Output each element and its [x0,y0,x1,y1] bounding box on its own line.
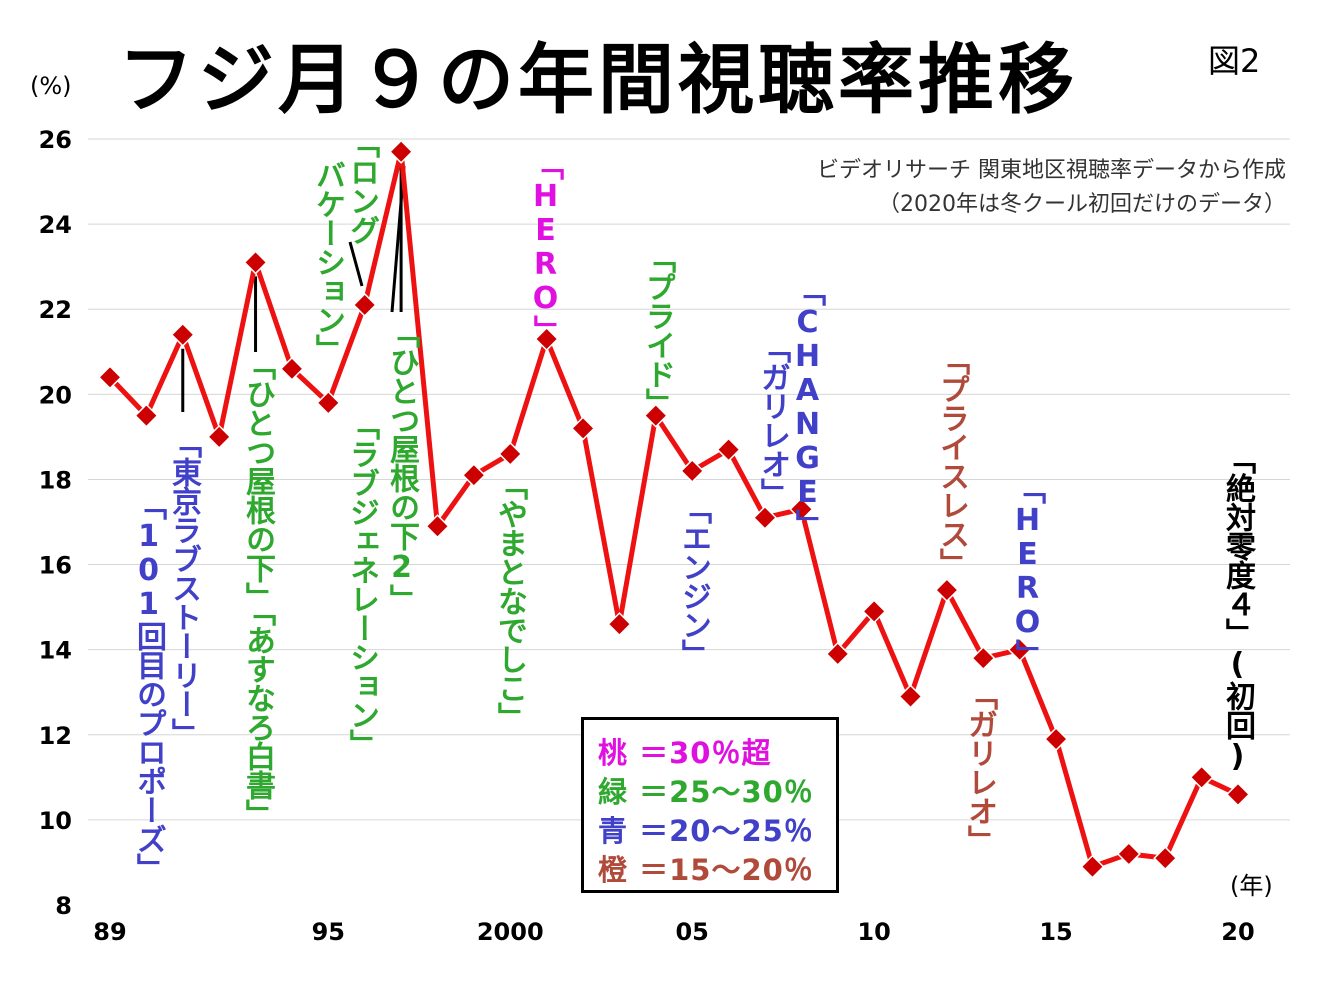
y-tick-label-22: 22 [39,296,72,324]
data-point-2012 [934,578,959,603]
annotation-long-vacation-2: バケーション」 [310,160,345,363]
data-point-2014 [1007,637,1032,662]
data-point-2017 [1116,841,1141,866]
x-tick-label-10: 10 [857,918,890,946]
y-tick-label-24: 24 [39,211,72,239]
data-point-2003 [607,612,632,637]
annotation-zettai-reido-4: 「絶対零度４」(初回) [1220,444,1255,773]
data-point-2006 [716,437,741,462]
legend-item-blue: 青 ＝20〜25％ [598,814,814,848]
data-point-2007 [752,505,778,530]
data-point-1993 [243,250,268,275]
x-axis-unit: (年) [1230,872,1273,900]
y-axis-unit: (%) [30,72,72,100]
data-point-2001 [534,326,559,352]
data-point-1989 [97,365,123,390]
annotation-galileo-2013: 「ガリレオ」 [962,680,997,854]
data-point-2011 [898,684,923,709]
annotation-hitotsu-asunaro: 「ひとつ屋根の下」「あすなろ白書」 [240,350,275,828]
annotation-change: 「CHANGE」 [790,276,825,538]
y-tick-label-14: 14 [39,637,72,665]
data-markers [97,139,1251,879]
y-tick-label-18: 18 [39,466,72,494]
data-point-1992 [207,424,232,449]
color-legend: 桃 ＝30％超 緑 ＝25〜30％ 青 ＝20〜25％ 橙 ＝15〜20％ [581,717,839,893]
source-note-sub: （2020年は冬クール初回だけのデータ） [878,192,1286,217]
annotation-leader-lines [181,165,406,412]
leader-line-long-vacation [348,241,364,287]
legend-item-orange: 橙 ＝15〜20％ [598,853,814,887]
data-point-2018 [1153,846,1178,871]
chart-title: フジ月９の年間視聴率推移 [118,35,1078,124]
data-point-1996 [352,292,377,318]
annotation-galileo-2007: 「ガリレオ」 [755,333,790,507]
y-tick-label-10: 10 [39,807,72,835]
x-tick-label-20: 20 [1221,918,1254,946]
legend-item-green: 緑 ＝25〜30％ [598,775,814,809]
annotation-101-proposal: 「101回目のプロポーズ」 [131,490,166,882]
data-point-2002 [570,416,596,441]
data-point-2020 [1225,782,1251,807]
data-point-2010 [862,599,887,624]
y-tick-label-12: 12 [39,722,72,750]
data-point-2008 [789,497,814,522]
data-point-2004 [643,403,668,428]
data-point-1998 [425,514,450,539]
data-point-1995 [316,390,341,415]
y-tick-label-16: 16 [39,552,72,580]
x-tick-label-89: 89 [93,918,126,946]
figure-label: 図2 [1208,42,1261,80]
data-point-2016 [1080,854,1105,879]
y-tick-label-8: 8 [55,892,72,920]
data-point-1990 [134,403,159,428]
data-point-1991 [170,322,195,347]
annotation-pride: 「プライド」 [640,243,675,417]
data-point-2000 [498,441,523,466]
x-tick-label-95: 95 [312,918,345,946]
axis-tick-labels: 8 10 12 14 16 18 20 22 24 26 89 95 2000 05 10 15 20 [39,126,1255,946]
y-tick-label-26: 26 [39,126,72,154]
data-point-1994 [279,356,304,381]
annotation-hero-2014: 「HERO」 [1010,474,1045,668]
data-point-1999 [461,463,486,488]
annotation-tokyo-love-story: 「東京ラブストーリー」 [166,428,201,747]
data-point-2013 [971,646,996,671]
x-tick-label-05: 05 [675,918,708,946]
annotation-hero-2001: 「HERO」 [528,150,563,344]
data-point-2009 [825,641,850,666]
data-point-2015 [1044,726,1069,752]
grid-lines [88,138,1290,821]
data-point-1997 [389,139,414,164]
x-tick-label-2000: 2000 [477,918,544,946]
data-point-2019 [1189,765,1214,790]
data-point-2005 [680,458,705,483]
leader-line-hitotsu-2 [390,165,406,313]
annotation-engine: 「エンジン」 [676,494,711,668]
source-note: ビデオリサーチ 関東地区視聴率データから作成 [817,158,1286,183]
annotation-long-vacation-1: 「ロング [344,128,379,244]
y-tick-label-20: 20 [39,381,72,409]
annotation-love-generation: 「ラブジェネレーション」 [344,410,379,758]
legend-item-pink: 桃 ＝30％超 [598,736,772,770]
annotation-hitotsu-2: 「ひとつ屋根の下2」 [384,318,419,613]
annotation-yamato-nadeshiko: 「やまとなでしこ」 [492,470,527,731]
annotation-priceless: 「プライスレス」 [934,345,969,577]
x-tick-label-15: 15 [1039,918,1072,946]
